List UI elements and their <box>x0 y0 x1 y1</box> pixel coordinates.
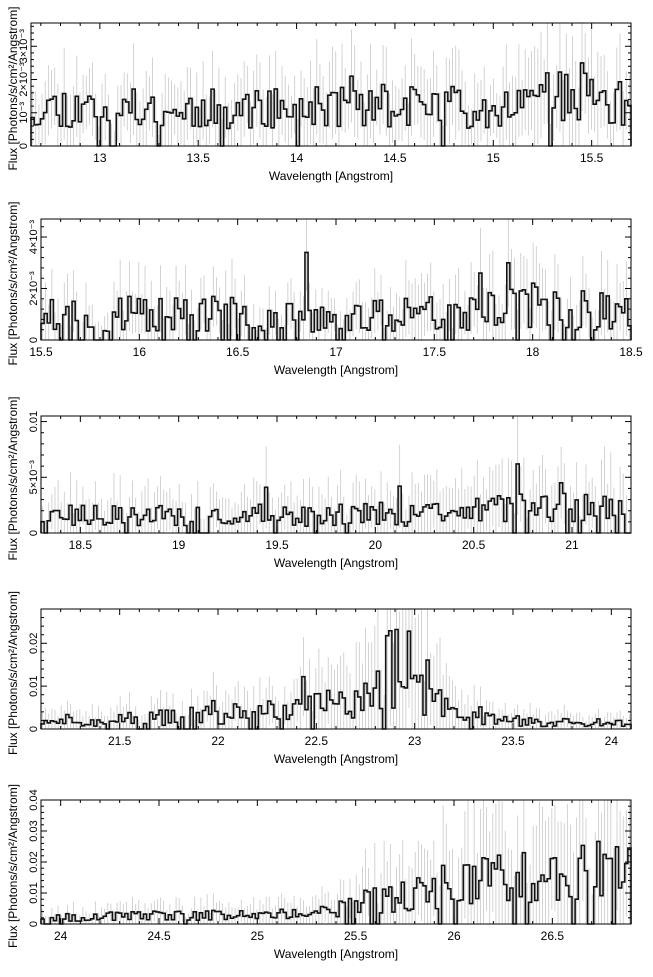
spectrum-panel-3: 18.5 19 19.5 20 20.5 21 0 5×10⁻³ 0.01 Wavelength … <box>6 396 632 570</box>
x-tick-label: 19.5 <box>265 538 289 552</box>
x-axis-title: Wavelength [Angstrom] <box>269 169 393 183</box>
x-tick-label: 19 <box>172 538 186 552</box>
y-axis-title: Flux [Photons/s/cm²/Angstrom] <box>6 396 20 560</box>
y-tick-label: 5×10⁻³ <box>28 460 40 495</box>
y-tick-label: 0.01 <box>28 675 40 696</box>
x-tick-label: 25.5 <box>344 929 368 943</box>
y-tick-label: 4×10⁻³ <box>28 220 40 255</box>
x-tick-label: 18 <box>526 345 540 359</box>
x-tick-label: 22 <box>211 734 225 748</box>
y-tick-label: 0.04 <box>28 789 40 810</box>
spectrum-panel-4: 21.5 22 22.5 23 23.5 24 0 0.01 0.02 Wavelength [A… <box>6 591 632 766</box>
x-tick-label: 20 <box>369 538 383 552</box>
spectrum-panel-2: 15.5 16 16.5 17 17.5 18 18.5 0 2×10⁻³ 4×10⁻³ Wavel… <box>6 201 643 377</box>
x-tick-label: 15 <box>487 151 501 165</box>
x-axis-title: Wavelength [Angstrom] <box>274 363 398 377</box>
x-axis-title: Wavelength [Angstrom] <box>274 556 398 570</box>
y-tick-label: 10⁻³ <box>18 102 30 124</box>
x-tick-label: 14.5 <box>383 151 407 165</box>
x-tick-label: 14 <box>290 151 304 165</box>
y-tick-label: 0 <box>28 530 40 536</box>
y-tick-label: 0.02 <box>28 633 40 654</box>
y-tick-label: 2×10⁻³ <box>28 271 40 306</box>
x-tick-label: 18.5 <box>619 345 643 359</box>
x-tick-label: 15.5 <box>580 151 604 165</box>
x-tick-label: 15.5 <box>29 345 53 359</box>
error-bars <box>42 609 630 729</box>
x-tick-label: 26.5 <box>541 929 565 943</box>
x-tick-label: 18.5 <box>69 538 93 552</box>
y-axis-title: Flux [Photons/s/cm²/Angstrom] <box>6 201 20 365</box>
y-tick-label: 0.01 <box>28 882 40 903</box>
spectrum-step-line <box>40 463 631 534</box>
x-tick-label: 25 <box>251 929 265 943</box>
error-bars <box>42 416 630 533</box>
x-tick-label: 26 <box>447 929 461 943</box>
x-tick-label: 17.5 <box>423 345 447 359</box>
y-tick-label: 0 <box>18 143 30 149</box>
x-tick-label: 13 <box>93 151 107 165</box>
x-tick-label: 21 <box>565 538 579 552</box>
y-tick-label: 2×10⁻³ <box>18 62 30 97</box>
x-tick-label: 21.5 <box>108 734 132 748</box>
spectrum-step-line <box>30 62 632 147</box>
spectrum-step-line <box>40 840 632 925</box>
x-axis-title: Wavelength [Angstrom] <box>274 752 398 766</box>
y-tick-label: 0 <box>28 921 40 927</box>
y-axis-title: Flux [Photons/s/cm²/Angstrom] <box>6 6 20 170</box>
x-tick-label: 24 <box>54 929 68 943</box>
y-tick-label: 0 <box>28 726 40 732</box>
x-tick-label: 17 <box>329 345 343 359</box>
y-tick-label: 3×10⁻³ <box>18 29 30 64</box>
x-tick-label: 24.5 <box>147 929 171 943</box>
spectrum-panel-1: 13 13.5 14 14.5 15 15.5 0 10⁻³ 2×10⁻³3×10⁻³ Wavel… <box>6 6 632 183</box>
x-tick-label: 23 <box>408 734 422 748</box>
y-tick-label: 0.02 <box>28 851 40 872</box>
x-tick-label: 16 <box>133 345 147 359</box>
x-axis-title: Wavelength [Angstrom] <box>274 947 398 961</box>
y-axis-title: Flux [Photons/s/cm²/Angstrom] <box>6 784 20 948</box>
spectrum-panel-5: 24 24.5 25 25.5 26 26.5 0 0.01 0.02 0.03 0.04 Wavel… <box>6 784 632 961</box>
x-tick-label: 20.5 <box>462 538 486 552</box>
y-tick-label: 0 <box>28 337 40 343</box>
x-tick-label: 24 <box>605 734 619 748</box>
error-bars <box>42 800 630 924</box>
y-axis-title: Flux [Photons/s/cm²/Angstrom] <box>6 591 20 755</box>
y-tick-label: 0.03 <box>28 820 40 841</box>
y-tick-label: 0.01 <box>28 411 40 432</box>
x-tick-label: 16.5 <box>226 345 250 359</box>
x-tick-label: 13.5 <box>187 151 211 165</box>
plot-frame <box>30 22 632 147</box>
x-tick-label: 23.5 <box>501 734 525 748</box>
x-tick-label: 22.5 <box>305 734 329 748</box>
